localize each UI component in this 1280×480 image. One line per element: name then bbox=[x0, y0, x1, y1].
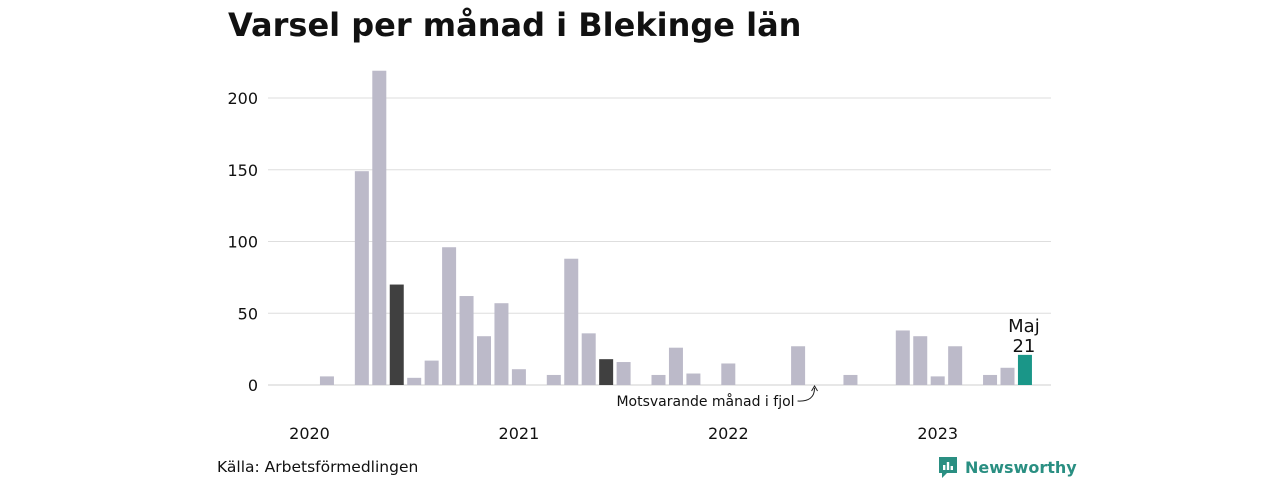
bar-2022-05 bbox=[791, 346, 806, 385]
bar-2020-04 bbox=[354, 171, 369, 385]
bar-2021-11 bbox=[686, 373, 701, 385]
bar-2021-06 bbox=[599, 359, 614, 385]
bar-2021-03 bbox=[546, 374, 561, 385]
bar-2020-09 bbox=[442, 247, 457, 385]
x-tick-label: 2023 bbox=[917, 424, 958, 443]
bar-2021-04 bbox=[564, 258, 579, 385]
bar-2020-11 bbox=[477, 336, 491, 385]
bar-2022-11 bbox=[895, 330, 910, 385]
y-tick-label: 150 bbox=[227, 161, 258, 180]
y-tick-label: 0 bbox=[248, 376, 258, 395]
bar-2020-05 bbox=[372, 70, 387, 386]
bar-2021-07 bbox=[616, 362, 631, 385]
bar-2023-02 bbox=[948, 346, 963, 385]
bar-2021-05 bbox=[581, 333, 596, 385]
bar-2020-08 bbox=[424, 360, 439, 385]
x-tick-label: 2020 bbox=[289, 424, 330, 443]
bar-2022-08 bbox=[843, 374, 858, 385]
bar-2022-01 bbox=[721, 363, 736, 385]
highlight-value-label: 21 bbox=[1012, 336, 1035, 357]
newsworthy-logo-icon bbox=[939, 457, 957, 478]
bar-2020-07 bbox=[407, 377, 422, 385]
newsworthy-logo-text: Newsworthy bbox=[965, 457, 1077, 477]
y-tick-label: 50 bbox=[238, 304, 258, 323]
bar-undefined bbox=[1017, 354, 1032, 385]
bar-2023-05 bbox=[1000, 367, 1015, 385]
annotation-arrowhead bbox=[811, 385, 818, 392]
bar-2020-06 bbox=[389, 284, 404, 385]
source-note: Källa: Arbetsförmedlingen bbox=[217, 458, 419, 476]
bar-2022-12 bbox=[913, 336, 928, 385]
newsworthy-logo[interactable]: Newsworthy bbox=[937, 455, 1077, 479]
bar-2020-10 bbox=[459, 296, 474, 385]
y-axis: 0 50 100 150 200 bbox=[227, 89, 258, 395]
bars bbox=[319, 70, 1032, 386]
annotation-arrow bbox=[797, 387, 816, 402]
bar-2023-04 bbox=[983, 374, 998, 385]
y-tick-label: 100 bbox=[227, 233, 258, 252]
highlight-month-label: Maj bbox=[1008, 316, 1040, 337]
bar-2020-02 bbox=[319, 376, 334, 385]
y-tick-label: 200 bbox=[227, 89, 258, 108]
bar-2021-10 bbox=[668, 347, 683, 385]
bar-2020-12 bbox=[494, 303, 509, 385]
bar-2021-01 bbox=[511, 369, 526, 385]
x-tick-label: 2021 bbox=[499, 424, 540, 443]
bar-2021-09 bbox=[651, 374, 666, 385]
annotation-text: Motsvarande månad i fjol bbox=[616, 393, 794, 410]
x-tick-label: 2022 bbox=[708, 424, 749, 443]
bar-2023-01 bbox=[930, 376, 945, 385]
x-axis: 2020 2021 2022 2023 bbox=[289, 424, 958, 443]
chart-title: Varsel per månad i Blekinge län bbox=[228, 6, 802, 44]
